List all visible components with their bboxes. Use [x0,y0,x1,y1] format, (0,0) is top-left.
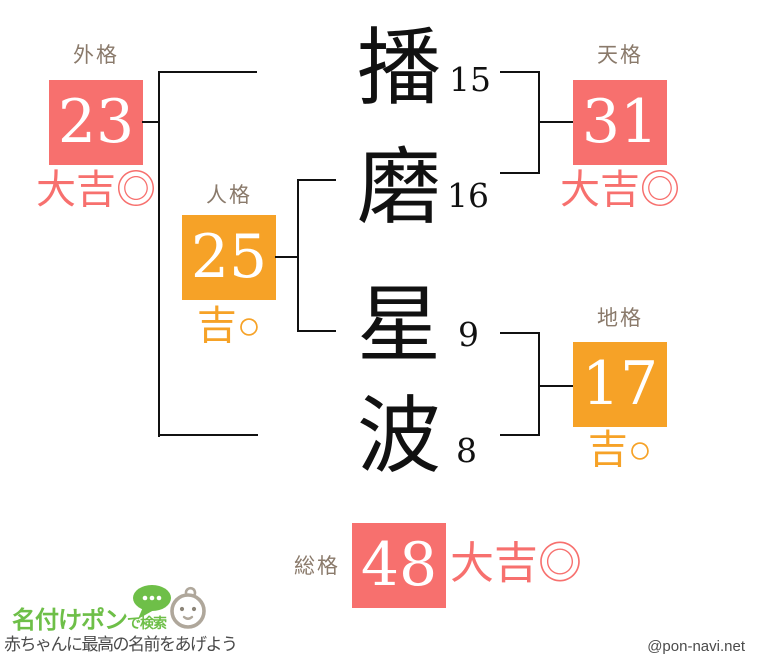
stroke-count-4: 8 [456,431,477,470]
soukaku-result: 大吉◎ [450,539,582,588]
gaikaku-score-box: 23 [49,80,143,165]
name-char-1: 播 [356,19,441,117]
stroke-count-2: 16 [447,176,489,215]
jinkaku-box-connector-line [275,256,297,258]
tenkaku-box-connector-line [540,121,573,123]
chikaku-score: 17 [581,349,659,419]
site-tagline: 赤ちゃんに最高の名前をあげよう [4,635,238,654]
gaikaku-result: 大吉◎ [36,168,156,212]
name-char-3: 星 [356,276,441,374]
chikaku-bracket-bottom-arm [500,434,540,436]
chikaku-box-connector-line [540,385,573,387]
chikaku-label: 地格 [597,307,643,330]
site-credit: @pon-navi.net [647,638,745,655]
tenkaku-label: 天格 [597,44,643,67]
stroke-count-1: 15 [449,60,491,99]
soukaku-score-box: 48 [352,523,446,608]
jinkaku-bracket-top-arm [297,179,336,181]
soukaku-label: 総格 [294,555,340,578]
gaikaku-label: 外格 [73,44,119,67]
gaikaku-score: 23 [57,87,135,157]
jinkaku-score: 25 [190,222,268,292]
jinkaku-label: 人格 [206,184,252,207]
jinkaku-bracket-vertical-line [297,179,299,332]
gaikaku-bracket-bottom-arm [158,434,258,436]
speech-bubble-baby-icon [133,585,206,629]
gaikaku-bracket-top-arm [158,71,257,73]
gaikaku-box-connector-line [142,121,159,123]
tenkaku-score-box: 31 [573,80,667,165]
chikaku-score-box: 17 [573,342,667,427]
name-char-2: 磨 [356,138,441,236]
tenkaku-bracket-vertical-line [538,71,540,174]
site-logo: 名付けポン で検索 [12,600,167,635]
tenkaku-bracket-bottom-arm [500,172,540,174]
site-logo-search-suffix: で検索 [127,615,167,631]
jinkaku-score-box: 25 [182,215,276,300]
chikaku-bracket-vertical-line [538,332,540,436]
tenkaku-bracket-top-arm [500,71,540,73]
jinkaku-bracket-bottom-arm [297,330,336,332]
stroke-count-3: 9 [458,315,479,354]
jinkaku-result: 吉○ [196,304,262,348]
site-logo-text: 名付けポン [12,607,128,634]
name-char-4: 波 [356,387,441,485]
tenkaku-score: 31 [581,87,659,157]
soukaku-score: 48 [360,530,438,600]
gaikaku-bracket-vertical-line [158,71,160,437]
chikaku-result: 吉○ [587,428,653,472]
chikaku-bracket-top-arm [500,332,540,334]
tenkaku-result: 大吉◎ [560,168,680,212]
